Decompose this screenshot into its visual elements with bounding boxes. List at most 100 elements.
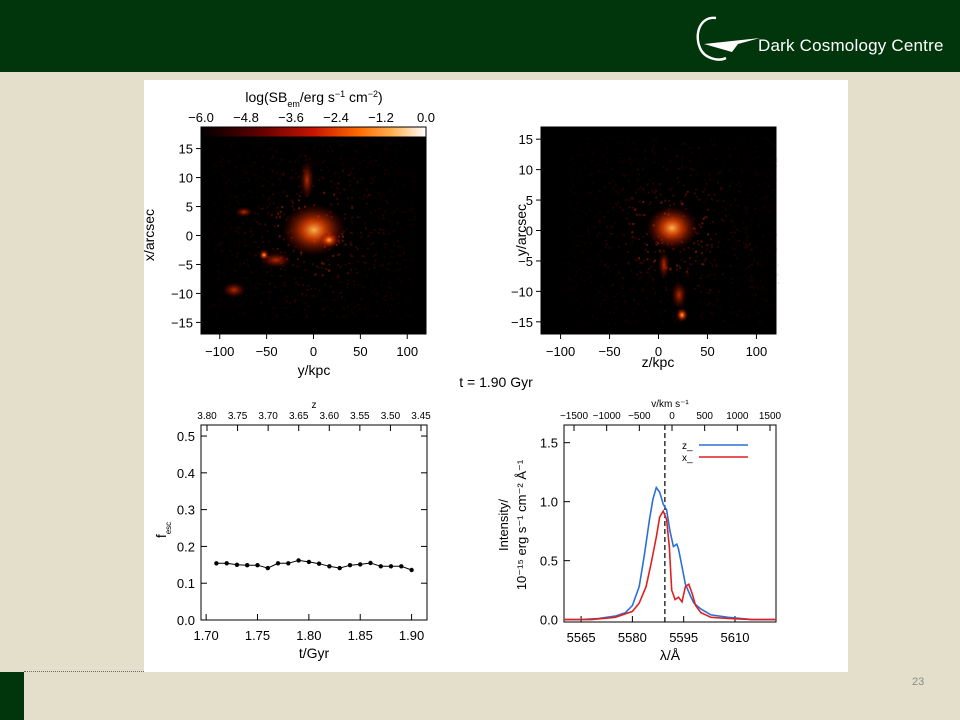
emission-pixel [697,148,700,151]
emission-pixel [399,267,402,270]
emission-pixel [382,229,385,232]
emission-pixel [336,190,339,193]
fesc-point [327,564,332,569]
emission-pixel [373,266,376,269]
emission-pixel [586,138,589,141]
emission-pixel [573,163,576,165]
emission-pixel [615,293,618,296]
emission-pixel [709,222,711,225]
emission-pixel [637,149,640,151]
emission-pixel [606,295,609,298]
emission-pixel [313,151,316,154]
emission-pixel [580,242,582,244]
emission-pixel [352,280,355,283]
emission-pixel [216,244,219,247]
emission-pixel [739,271,742,273]
emission-pixel [271,247,274,250]
emission-pixel [729,265,732,268]
emission-pixel [576,273,578,276]
emission-pixel [773,240,776,243]
emission-pixel [367,214,369,217]
emission-pixel [673,203,676,206]
emission-pixel [696,255,699,258]
emission-pixel [221,234,224,237]
emission-pixel [332,254,335,257]
emission-pixel [676,268,678,271]
emission-pixel [727,238,730,241]
emission-pixel [369,232,372,235]
emission-pixel [671,272,674,275]
emission-pixel [751,279,754,282]
emission-pixel [572,287,575,290]
emission-pixel [372,143,375,146]
emission-pixel [358,304,361,307]
emission-pixel [626,213,629,216]
emission-pixel [353,283,356,286]
emission-pixel [627,261,630,264]
emission-pixel [716,199,719,202]
emission-pixel [607,266,610,269]
emission-pixel [573,191,576,194]
emission-pixel [753,285,755,288]
emission-pixel [371,160,373,163]
emission-pixel [274,250,277,253]
emission-pixel [413,223,416,226]
emission-pixel [646,141,649,144]
emission-pixel [340,291,342,294]
y-tick-label: −15 [511,315,533,330]
emission-pixel [261,236,264,239]
emission-pixel [621,232,624,235]
emission-pixel [239,263,242,266]
emission-pixel [705,144,708,147]
emission-pixel [646,258,649,261]
emission-pixel [693,242,696,245]
emission-pixel [360,236,363,239]
emission-pixel [632,206,635,209]
emission-pixel [740,142,743,145]
emission-pixel [392,192,395,195]
emission-pixel [568,288,571,291]
emission-pixel [238,156,241,159]
emission-pixel [654,188,657,191]
emission-pixel [383,194,386,197]
emission-pixel [350,220,353,223]
emission-pixel [595,318,598,321]
emission-pixel [580,303,583,306]
emission-pixel [375,159,378,162]
emission-pixel [400,211,403,214]
emission-pixel [344,264,347,266]
x-tick-label: 5595 [669,630,698,645]
emission-pixel [606,158,609,161]
emission-pixel [570,206,573,209]
emission-pixel [321,298,324,301]
emission-pixel [336,187,339,190]
emission-pixel [709,301,711,304]
emission-pixel [748,153,751,156]
emission-pixel [730,311,733,314]
emission-pixel [768,310,771,313]
top-tick-label: 3.55 [350,411,370,422]
emission-pixel [380,264,383,267]
emission-pixel [620,152,623,155]
emission-pixel [685,270,688,273]
emission-pixel [572,183,574,186]
emission-pixel [229,305,232,308]
emission-pixel [298,195,301,198]
emission-pixel [758,184,761,187]
emission-pixel [341,316,344,319]
emission-pixel [631,236,634,239]
emission-pixel [271,193,274,196]
emission-pixel [377,164,380,167]
emission-pixel [215,165,217,168]
emission-pixel [313,160,316,163]
emission-pixel [624,299,627,302]
emission-pixel [403,211,405,214]
emission-pixel [629,269,632,272]
emission-pixel [414,268,417,271]
emission-pixel [221,250,224,253]
emission-pixel [321,262,324,265]
emission-pixel [719,188,722,191]
emission-pixel [378,208,381,211]
emission-pixel [388,281,391,284]
emission-pixel [597,170,600,173]
